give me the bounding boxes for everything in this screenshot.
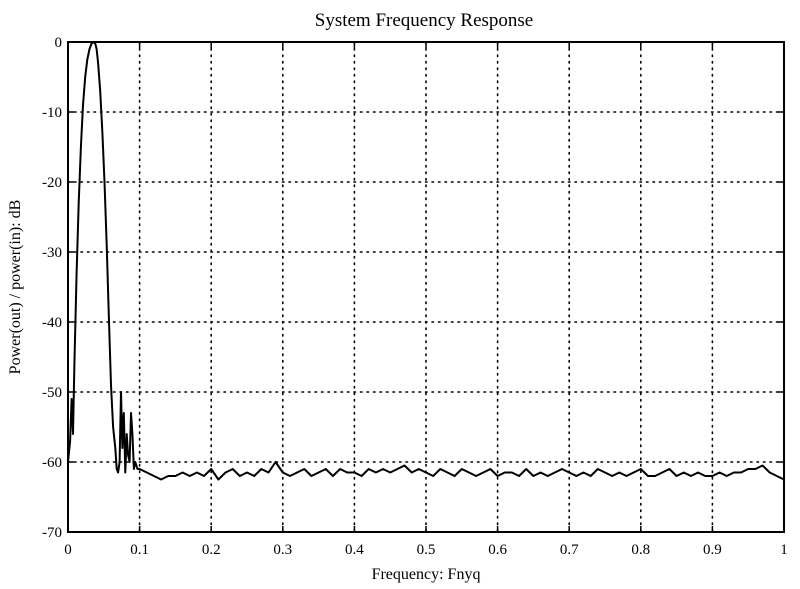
y-tick-label: -30 [42, 245, 62, 261]
y-tick-label: -70 [42, 525, 62, 541]
y-tick-label: -60 [42, 455, 62, 471]
y-axis-label: Power(out) / power(in): dB [7, 200, 24, 375]
y-tick-label: -20 [42, 175, 62, 191]
series-layer [67, 41, 785, 481]
x-tick-label: 0 [64, 542, 72, 558]
x-tick-label: 1 [780, 542, 788, 558]
x-axis-label: Frequency: Fnyq [372, 566, 481, 583]
x-tick-label: 0.7 [560, 542, 579, 558]
x-tick-label: 0.2 [202, 542, 221, 558]
x-tick-label: 0.8 [631, 542, 650, 558]
x-tick-label: 0.4 [345, 542, 364, 558]
x-tick-label: 0.5 [417, 542, 436, 558]
series-line [67, 41, 785, 481]
x-tick-label: 0.9 [703, 542, 722, 558]
y-tick-label: -10 [42, 105, 62, 121]
y-tick-label: 0 [55, 35, 63, 51]
grid-lines [67, 41, 785, 533]
y-tick-labels: 0 -10 -20 -30 -40 -50 -60 -70 [42, 35, 62, 541]
x-tick-label: 0.3 [273, 542, 292, 558]
x-tick-label: 0.1 [130, 542, 149, 558]
y-tick-label: -50 [42, 385, 62, 401]
x-tick-label: 0.6 [488, 542, 507, 558]
axis-ticks [67, 41, 785, 533]
x-tick-labels: 0 0.1 0.2 0.3 0.4 0.5 0.6 0.7 0.8 0.9 1 [64, 542, 788, 558]
chart-title: System Frequency Response [315, 10, 533, 31]
y-tick-label: -40 [42, 315, 62, 331]
